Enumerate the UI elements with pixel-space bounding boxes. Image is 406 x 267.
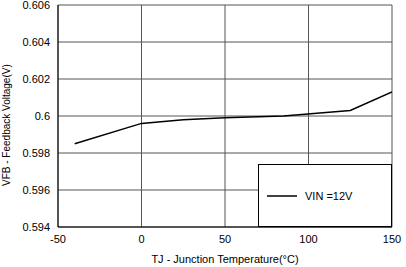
- svg-text:TJ - Junction Temperature(°C): TJ - Junction Temperature(°C): [151, 253, 298, 265]
- html-text:VIN =12V: VIN =12V: [305, 189, 353, 202]
- svg-text:0.606: 0.606: [22, 0, 50, 11]
- svg-text:0.604: 0.604: [22, 36, 50, 48]
- svg-text:0.594: 0.594: [22, 221, 50, 233]
- svg-text:50: 50: [219, 233, 231, 245]
- svg-text:-50: -50: [50, 233, 66, 245]
- svg-text:VFB - Feedback Voltage(V): VFB - Feedback Voltage(V): [8, 64, 12, 186]
- svg-text:0.602: 0.602: [22, 73, 50, 85]
- svg-text:0.6: 0.6: [35, 110, 50, 122]
- svg-text:0.596: 0.596: [22, 184, 50, 196]
- svg-text:100: 100: [299, 233, 317, 245]
- svg-text:0: 0: [138, 233, 144, 245]
- svg-text:0.598: 0.598: [22, 147, 50, 159]
- svg-text:150: 150: [383, 233, 398, 245]
